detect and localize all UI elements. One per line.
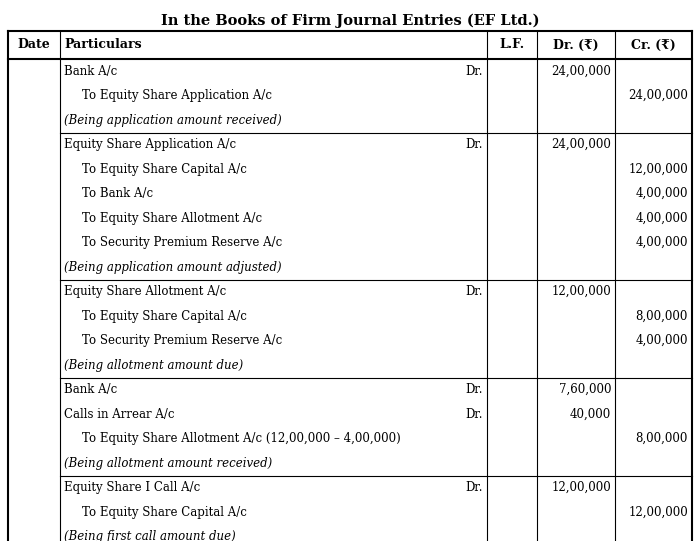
Text: Equity Share Allotment A/c: Equity Share Allotment A/c — [64, 285, 226, 298]
Text: Particulars: Particulars — [64, 38, 141, 51]
Text: 12,00,000: 12,00,000 — [629, 163, 688, 176]
Text: Dr.: Dr. — [466, 138, 483, 151]
Text: Bank A/c: Bank A/c — [64, 383, 118, 396]
Text: 40,000: 40,000 — [570, 408, 611, 421]
Text: 4,00,000: 4,00,000 — [636, 187, 688, 200]
Text: To Equity Share Application A/c: To Equity Share Application A/c — [82, 89, 272, 102]
Text: Dr.: Dr. — [466, 383, 483, 396]
Text: In the Books of Firm Journal Entries (EF Ltd.): In the Books of Firm Journal Entries (EF… — [161, 14, 539, 28]
Text: To Equity Share Allotment A/c: To Equity Share Allotment A/c — [82, 212, 262, 225]
Text: Dr. (₹): Dr. (₹) — [553, 38, 598, 51]
Text: Cr. (₹): Cr. (₹) — [631, 38, 676, 51]
Text: Date: Date — [18, 38, 50, 51]
Text: 4,00,000: 4,00,000 — [636, 334, 688, 347]
Text: Dr.: Dr. — [466, 481, 483, 494]
Text: Dr.: Dr. — [466, 65, 483, 78]
Text: To Equity Share Capital A/c: To Equity Share Capital A/c — [82, 163, 247, 176]
Text: To Security Premium Reserve A/c: To Security Premium Reserve A/c — [82, 334, 282, 347]
Text: 24,00,000: 24,00,000 — [628, 89, 688, 102]
Text: To Security Premium Reserve A/c: To Security Premium Reserve A/c — [82, 236, 282, 249]
Text: 12,00,000: 12,00,000 — [629, 506, 688, 519]
Text: To Bank A/c: To Bank A/c — [82, 187, 153, 200]
Text: L.F.: L.F. — [499, 38, 524, 51]
Text: Calls in Arrear A/c: Calls in Arrear A/c — [64, 408, 174, 421]
Text: (Being allotment amount due): (Being allotment amount due) — [64, 359, 244, 372]
Text: (Being application amount received): (Being application amount received) — [64, 114, 281, 127]
Text: 24,00,000: 24,00,000 — [551, 65, 611, 78]
Text: Bank A/c: Bank A/c — [64, 65, 118, 78]
Text: To Equity Share Capital A/c: To Equity Share Capital A/c — [82, 310, 247, 323]
Text: 4,00,000: 4,00,000 — [636, 212, 688, 225]
Text: 8,00,000: 8,00,000 — [636, 310, 688, 323]
Text: 12,00,000: 12,00,000 — [552, 481, 611, 494]
Text: 24,00,000: 24,00,000 — [551, 138, 611, 151]
Text: (Being application amount adjusted): (Being application amount adjusted) — [64, 261, 281, 274]
Text: 4,00,000: 4,00,000 — [636, 236, 688, 249]
Text: Equity Share Application A/c: Equity Share Application A/c — [64, 138, 236, 151]
Text: (Being allotment amount received): (Being allotment amount received) — [64, 457, 272, 470]
Text: 12,00,000: 12,00,000 — [552, 285, 611, 298]
Text: 7,60,000: 7,60,000 — [559, 383, 611, 396]
Text: To Equity Share Allotment A/c (12,00,000 – 4,00,000): To Equity Share Allotment A/c (12,00,000… — [82, 432, 400, 445]
Text: (Being first call amount due): (Being first call amount due) — [64, 530, 236, 541]
Text: To Equity Share Capital A/c: To Equity Share Capital A/c — [82, 506, 247, 519]
Text: 8,00,000: 8,00,000 — [636, 432, 688, 445]
Text: Dr.: Dr. — [466, 408, 483, 421]
Text: Dr.: Dr. — [466, 285, 483, 298]
Text: Equity Share I Call A/c: Equity Share I Call A/c — [64, 481, 200, 494]
